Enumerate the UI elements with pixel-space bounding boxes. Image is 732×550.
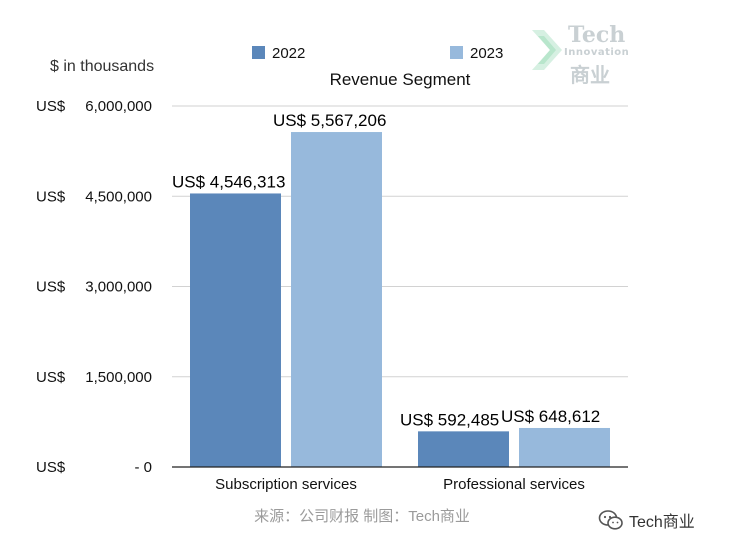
bar-2022-0 (190, 193, 281, 467)
y-tick-prefix-2: US$ (36, 279, 66, 296)
x-tick-label-0: Subscription services (215, 476, 357, 493)
source-caption: 来源：公司财报 制图：Tech商业 (254, 508, 470, 525)
bar-2023-1 (519, 427, 610, 467)
y-tick-prefix-3: US$ (36, 188, 66, 205)
logo-innovation-text: Innovation (564, 47, 630, 58)
logo-chinese-text: 商业 (570, 63, 610, 87)
y-tick-prefix-0: US$ (36, 459, 66, 476)
y-tick-prefix-4: US$ (36, 98, 66, 115)
tech-innovation-logo: Tech Innovation 商业 (530, 22, 630, 87)
legend-label-2022: 2022 (272, 45, 305, 62)
data-label-2023-1: US$ 648,612 (501, 407, 600, 426)
y-tick-label-3: 4,500,000 (85, 188, 152, 205)
y-tick-label-0: - 0 (134, 459, 152, 476)
legend-swatch-2022 (252, 46, 265, 59)
y-tick-label-1: 1,500,000 (85, 369, 152, 386)
y-tick-prefix-1: US$ (36, 369, 66, 386)
chevron-logo-icon (532, 30, 562, 70)
bar-2023-0 (291, 132, 382, 467)
legend-swatch-2023 (450, 46, 463, 59)
y-tick-label-4: 6,000,000 (85, 98, 152, 115)
legend-label-2023: 2023 (470, 45, 503, 62)
chart-title: Revenue Segment (330, 70, 471, 89)
logo-tech-text: Tech (568, 22, 626, 48)
data-label-2023-0: US$ 5,567,206 (273, 111, 386, 130)
y-tick-label-2: 3,000,000 (85, 279, 152, 296)
data-label-2022-1: US$ 592,485 (400, 410, 499, 429)
wechat-account: Tech商业 (598, 508, 695, 532)
wechat-account-name: Tech商业 (629, 514, 695, 531)
data-label-2022-0: US$ 4,546,313 (172, 172, 285, 191)
x-tick-label-1: Professional services (443, 476, 585, 493)
unit-label: $ in thousands (50, 58, 154, 75)
wechat-icon (598, 510, 623, 530)
bar-2022-1 (418, 431, 509, 467)
